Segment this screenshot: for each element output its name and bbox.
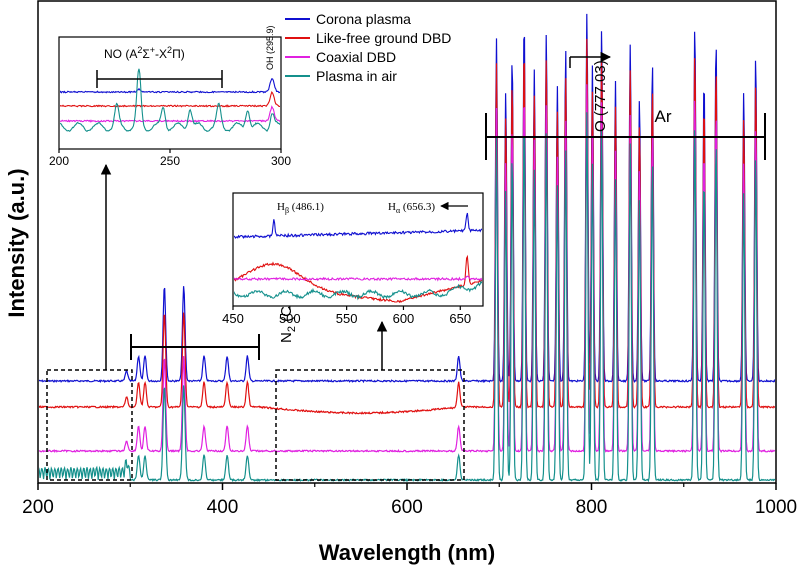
legend-entry-air: Plasma in air (285, 68, 397, 84)
x-tick-label-0: 200 (22, 497, 54, 518)
visible-inset-x-axis: 450 500 550 600 650 (222, 306, 471, 326)
no-band-bracket (96, 70, 223, 88)
ar-label: Ar (655, 107, 672, 126)
h-beta-label: Hβ (486.1) (277, 201, 324, 215)
visible-inset-tick-label-4: 650 (449, 311, 471, 326)
visible-inset-line-3 (234, 280, 482, 301)
o-annotation-label: O (777.03) (592, 60, 609, 132)
visible-inset-tick-label-3: 600 (393, 311, 415, 326)
series-line-3 (39, 112, 775, 482)
uv-inset-x-axis: 200 250 300 (49, 149, 291, 168)
n2-band-bracket (130, 334, 260, 360)
legend-label-air: Plasma in air (316, 68, 397, 84)
uv-inset-line-0 (60, 78, 280, 94)
visible-inset-line-1 (234, 254, 482, 304)
x-tick-label-2: 600 (391, 497, 423, 518)
legend-entry-coaxial: Coaxial DBD (285, 49, 396, 65)
visible-inset: 450 500 550 600 650 Hβ (486.1) Hα (656.3) (222, 192, 484, 326)
uv-inset-tick-label-0: 200 (49, 154, 69, 168)
visible-inset-line-0 (234, 212, 482, 239)
uv-inset-line-2 (60, 105, 280, 123)
uv-inset: 200 250 300 NO (A2Σ+-X2Π) OH (295.9) (49, 25, 291, 168)
legend-label-corona: Corona plasma (316, 11, 411, 27)
uv-inset-line-3 (60, 68, 280, 133)
x-tick-label-3: 800 (576, 497, 608, 518)
uv-inset-series-group (60, 68, 280, 133)
ar-range-bracket (485, 113, 766, 160)
visible-inset-series-group (234, 212, 482, 304)
uv-inset-tick-label-2: 300 (271, 154, 291, 168)
x-axis-label: Wavelength (nm) (319, 540, 495, 565)
no-band-label: NO (A2Σ+-X2Π) (104, 45, 185, 61)
legend-label-dbd: Like-free ground DBD (316, 30, 451, 46)
visible-inset-line-2 (234, 275, 482, 282)
main-series-group (39, 13, 775, 482)
oh-label: OH (295.9) (265, 25, 275, 70)
x-tick-label-4: 1000 (755, 497, 797, 518)
legend: Corona plasma Like-free ground DBD Coaxi… (285, 11, 451, 84)
legend-entry-corona: Corona plasma (285, 11, 411, 27)
h-alpha-label: Hα (656.3) (388, 201, 435, 215)
uv-inset-tick-label-1: 250 (160, 154, 180, 168)
visible-inset-frame (232, 192, 484, 307)
uv-zoom-box (46, 369, 133, 481)
x-tick-label-1: 400 (207, 497, 239, 518)
visible-inset-tick-label-1: 500 (279, 311, 301, 326)
y-axis-label: Intensity (a.u.) (4, 168, 29, 317)
uv-inset-line-1 (60, 90, 280, 108)
legend-label-coaxial: Coaxial DBD (316, 49, 396, 65)
series-line-1 (39, 38, 775, 415)
legend-entry-dbd: Like-free ground DBD (285, 30, 451, 46)
visible-inset-tick-label-0: 450 (222, 311, 244, 326)
visible-inset-tick-label-2: 550 (336, 311, 358, 326)
visible-zoom-box (275, 369, 465, 481)
x-axis: 200 400 600 800 1000 (22, 483, 797, 518)
